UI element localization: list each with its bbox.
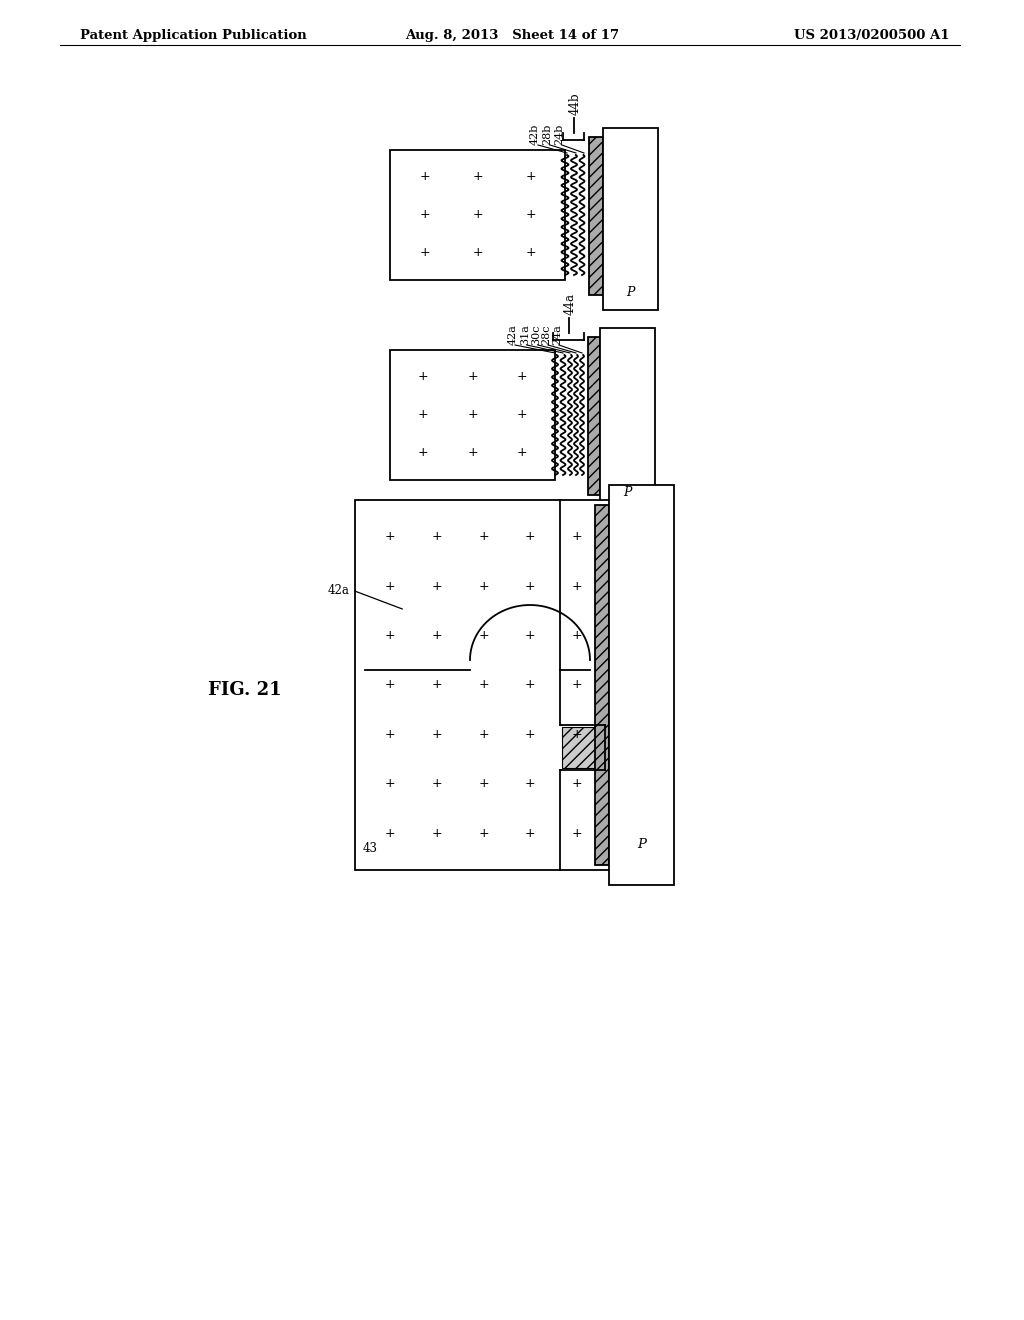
Text: 42a: 42a (328, 583, 350, 597)
Text: 31a: 31a (520, 325, 530, 345)
Text: Patent Application Publication: Patent Application Publication (80, 29, 307, 41)
Text: +: + (571, 531, 582, 544)
Text: +: + (571, 826, 582, 840)
Text: +: + (431, 531, 442, 544)
Text: 43: 43 (362, 842, 378, 854)
Text: +: + (571, 678, 582, 692)
Text: +: + (385, 531, 395, 544)
Text: +: + (467, 408, 478, 421)
Text: +: + (478, 727, 488, 741)
Bar (603, 128, 658, 310)
Text: 30c: 30c (531, 325, 541, 345)
Text: +: + (478, 531, 488, 544)
Text: +: + (418, 408, 428, 421)
Text: +: + (517, 408, 527, 421)
Bar (355, 500, 610, 870)
Text: +: + (571, 579, 582, 593)
Text: +: + (524, 531, 536, 544)
Text: +: + (431, 777, 442, 791)
Text: +: + (419, 209, 430, 222)
Text: +: + (419, 247, 430, 260)
Bar (595, 506, 609, 865)
Text: +: + (525, 170, 536, 183)
Text: +: + (478, 630, 488, 642)
Text: P: P (627, 285, 635, 298)
Text: +: + (467, 371, 478, 384)
Bar (390, 350, 555, 480)
Text: +: + (524, 678, 536, 692)
Text: 24a: 24a (552, 325, 562, 345)
Text: 44a: 44a (564, 293, 577, 315)
Text: +: + (478, 579, 488, 593)
Bar (390, 150, 565, 280)
Bar (600, 327, 655, 508)
Text: +: + (571, 777, 582, 791)
Text: +: + (418, 371, 428, 384)
Text: US 2013/0200500 A1: US 2013/0200500 A1 (795, 29, 950, 41)
Text: +: + (524, 777, 536, 791)
Text: +: + (418, 446, 428, 459)
Text: +: + (472, 170, 482, 183)
Bar (562, 727, 603, 768)
Text: +: + (478, 777, 488, 791)
Text: +: + (431, 826, 442, 840)
Text: +: + (472, 247, 482, 260)
Text: +: + (385, 630, 395, 642)
Text: +: + (524, 826, 536, 840)
Text: +: + (517, 446, 527, 459)
Text: +: + (524, 579, 536, 593)
Text: +: + (524, 727, 536, 741)
Bar (609, 484, 674, 884)
Text: +: + (385, 826, 395, 840)
Text: +: + (431, 678, 442, 692)
Text: +: + (525, 247, 536, 260)
Text: 44b: 44b (569, 92, 582, 115)
Text: 28c: 28c (541, 325, 551, 345)
Text: P: P (637, 838, 646, 851)
Text: 28b: 28b (542, 124, 552, 145)
Text: +: + (571, 727, 582, 741)
Text: P: P (624, 486, 632, 499)
Text: +: + (431, 727, 442, 741)
Text: Aug. 8, 2013   Sheet 14 of 17: Aug. 8, 2013 Sheet 14 of 17 (404, 29, 620, 41)
Text: 42b: 42b (530, 124, 540, 145)
Text: +: + (385, 777, 395, 791)
Text: 24b: 24b (554, 124, 564, 145)
Text: +: + (431, 630, 442, 642)
Text: +: + (385, 678, 395, 692)
Text: +: + (431, 579, 442, 593)
Text: +: + (517, 371, 527, 384)
Text: +: + (524, 630, 536, 642)
Text: +: + (419, 170, 430, 183)
Text: +: + (571, 630, 582, 642)
Bar (588, 337, 600, 495)
Bar (589, 137, 603, 294)
Text: 42a: 42a (508, 325, 518, 345)
Text: +: + (385, 579, 395, 593)
Text: +: + (385, 727, 395, 741)
Text: +: + (478, 826, 488, 840)
Text: +: + (467, 446, 478, 459)
Text: +: + (472, 209, 482, 222)
Text: +: + (478, 678, 488, 692)
Text: +: + (525, 209, 536, 222)
Text: FIG. 21: FIG. 21 (208, 681, 282, 700)
